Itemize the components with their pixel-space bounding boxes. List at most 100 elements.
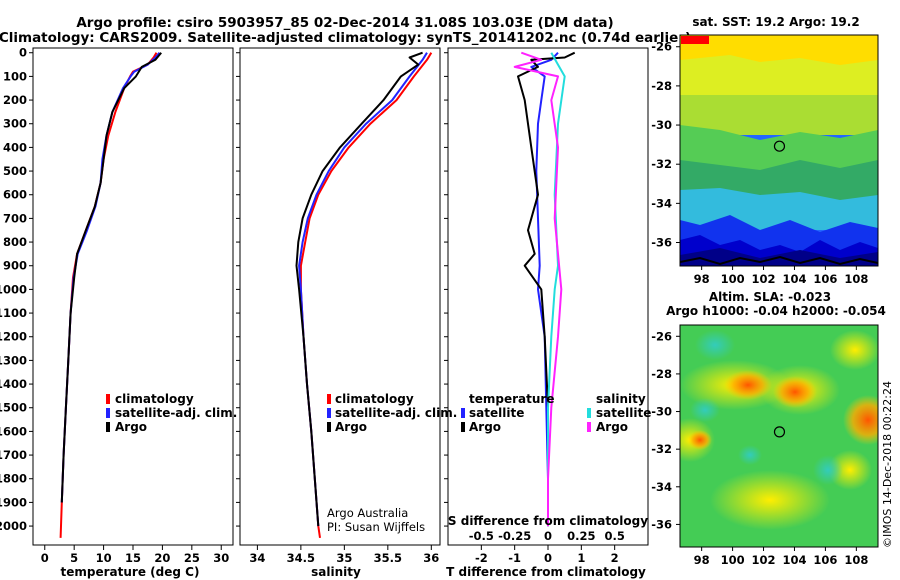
series-line [60, 52, 162, 503]
map-x-tick-label: 98 [694, 553, 710, 567]
sst-map-title: sat. SST: 19.2 Argo: 19.2 [692, 15, 859, 29]
difference-legend: temperature satellite Argo salinity sate… [448, 392, 651, 528]
x-tick-label: 5 [70, 551, 78, 565]
x-tick-label: 15 [125, 551, 141, 565]
depth-tick-label: 100 [3, 69, 27, 83]
map-y-tick-label: -26 [651, 40, 672, 54]
legend-s-satellite-swatch [587, 408, 591, 418]
legend-s-argo-swatch [587, 422, 591, 432]
legend-satellite: satellite-adj. clim. [335, 406, 457, 420]
s-tick-label: -0.25 [498, 529, 531, 543]
depth-tick-label: 1100 [0, 306, 27, 320]
map-y-tick-label: -36 [651, 517, 672, 531]
title-line2: Climatology: CARS2009. Satellite-adjuste… [0, 30, 691, 46]
s-tick-label: -0.5 [469, 529, 494, 543]
legend-s-satellite: satellite [596, 406, 651, 420]
depth-tick-label: 1200 [0, 330, 27, 344]
sst-map-axes: 98 100 102 104 106 108 -26 -28 -30 -32 -34 -36 [651, 40, 868, 286]
sla-map-title1: Altim. SLA: -0.023 [709, 290, 831, 304]
legend-climatology: climatology [115, 392, 194, 406]
salinity-plot: 34 34.5 35 35.5 36 [249, 51, 439, 565]
map-x-tick-label: 102 [752, 553, 776, 567]
legend-argo: Argo [115, 420, 147, 434]
salinity-xlabel: salinity [311, 565, 361, 579]
legend-t-satellite-swatch [461, 408, 465, 418]
depth-tick-label: 1900 [0, 495, 27, 509]
map-x-tick-label: 102 [752, 272, 776, 286]
map-x-tick-label: 106 [813, 272, 837, 286]
legend-s-argo: Argo [596, 420, 628, 434]
depth-tick-label: 1400 [0, 377, 27, 391]
title-line1: Argo profile: csiro 5903957_85 02-Dec-20… [76, 15, 613, 31]
map-y-tick-label: -32 [651, 157, 672, 171]
legend-climatology-swatch [106, 394, 110, 404]
map-x-tick-label: 106 [813, 553, 837, 567]
sla-map-title2: Argo h1000: -0.04 h2000: -0.054 [666, 304, 886, 318]
sla-map [680, 325, 878, 547]
s-tick-label: 0.25 [567, 529, 595, 543]
sla-argo-position-marker [773, 426, 786, 438]
x-tick-label: 35.5 [374, 551, 402, 565]
legend-satellite-swatch [327, 408, 331, 418]
legend-t-argo: Argo [469, 420, 501, 434]
legend-salinity-title: salinity [596, 392, 646, 406]
x-tick-label: 0 [544, 551, 552, 565]
depth-tick-label: 1700 [0, 448, 27, 462]
legend-temperature-title: temperature [469, 392, 554, 406]
series-line [295, 51, 423, 527]
map-y-tick-label: -28 [651, 79, 672, 93]
depth-tick-label: 200 [3, 93, 27, 107]
difference-plot: -2 -1 0 1 2 -0.5 -0.25 0 0.25 0.5 [469, 51, 625, 565]
legend-argo-swatch [327, 422, 331, 432]
x-tick-label: 20 [154, 551, 170, 565]
series-line [299, 52, 433, 539]
legend-t-argo-swatch [461, 422, 465, 432]
x-tick-label: 10 [96, 551, 112, 565]
legend-climatology: climatology [335, 392, 414, 406]
map-y-tick-label: -34 [651, 196, 672, 210]
depth-axis: 0 100 200 300 400 500 600 700 800 900 1000 1100 1200… [0, 46, 448, 533]
legend-climatology-swatch [327, 394, 331, 404]
depth-tick-label: 1600 [0, 424, 27, 438]
t-difference-xlabel: T difference from climatology [446, 565, 646, 579]
map-y-tick-label: -26 [651, 329, 672, 343]
x-tick-label: 2 [611, 551, 619, 565]
series-line [517, 51, 576, 527]
map-y-tick-label: -28 [651, 367, 672, 381]
map-y-tick-label: -30 [651, 118, 672, 132]
x-tick-label: 1 [577, 551, 585, 565]
sst-map-frame [679, 34, 879, 267]
x-tick-label: 25 [184, 551, 200, 565]
x-tick-label: -1 [508, 551, 521, 565]
map-x-tick-label: 100 [721, 272, 745, 286]
temperature-legend: climatology satellite-adj. clim. Argo [106, 392, 237, 434]
depth-tick-label: 300 [3, 117, 27, 131]
imos-footer: ©IMOS 14-Dec-2018 00:22:24 [881, 381, 894, 548]
map-x-tick-label: 108 [844, 553, 868, 567]
s-tick-label: 0.5 [604, 529, 624, 543]
map-x-tick-label: 104 [782, 272, 806, 286]
depth-tick-label: 1000 [0, 282, 27, 296]
depth-tick-label: 2000 [0, 519, 27, 533]
depth-tick-label: 600 [3, 188, 27, 202]
x-tick-label: 30 [213, 551, 229, 565]
sst-map [680, 35, 878, 266]
x-tick-label: 34.5 [287, 551, 315, 565]
temperature-plot: 0 5 10 15 20 25 30 [41, 52, 229, 565]
salinity-legend: climatology satellite-adj. clim. Argo Ar… [327, 392, 457, 534]
s-tick-label: 0 [544, 529, 552, 543]
map-x-tick-label: 104 [782, 553, 806, 567]
depth-tick-label: 0 [19, 46, 27, 60]
map-x-tick-label: 100 [721, 553, 745, 567]
legend-satellite-swatch [106, 408, 110, 418]
x-tick-label: 0 [41, 551, 49, 565]
map-x-tick-label: 108 [844, 272, 868, 286]
map-x-tick-label: 98 [694, 272, 710, 286]
depth-tick-label: 1300 [0, 353, 27, 367]
sst-argo-position-marker [773, 140, 786, 152]
depth-tick-label: 700 [3, 211, 27, 225]
sla-map-axes: 98 100 102 104 106 108 -26 -28 -30 -32 -34 -36 [651, 329, 868, 567]
map-y-tick-label: -32 [651, 442, 672, 456]
legend-argo-swatch [106, 422, 110, 432]
